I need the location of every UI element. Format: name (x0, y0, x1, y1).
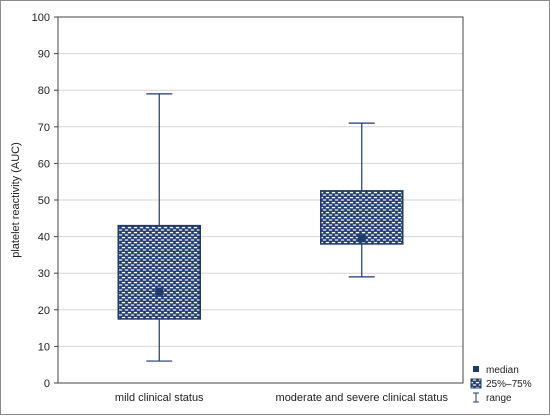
y-tick-label: 20 (38, 305, 50, 317)
legend: median 25%–75% range (470, 365, 532, 404)
y-tick-label: 40 (38, 232, 50, 244)
median-marker (155, 287, 164, 296)
whisker-icon (473, 392, 479, 403)
iqr-box (117, 224, 201, 320)
y-tick-label: 50 (38, 195, 50, 207)
box-1 (117, 93, 201, 362)
box-pattern-icon (470, 378, 482, 389)
y-tick-label: 80 (38, 85, 50, 97)
median-square-icon (473, 366, 479, 372)
legend-item: range (473, 392, 512, 404)
legend-item: median (473, 365, 519, 376)
y-tick-label: 30 (38, 268, 50, 280)
box-2 (320, 122, 404, 278)
legend-item: 25%–75% (470, 378, 532, 390)
x-axis-labels: mild clinical status moderate and severe … (115, 392, 449, 404)
y-tick-label: 10 (38, 341, 50, 353)
y-tick-label: 70 (38, 122, 50, 134)
y-tick-label: 0 (44, 378, 50, 390)
boxes (117, 93, 404, 362)
y-axis-ticks: 0 10 20 30 40 50 60 70 80 90 100 (32, 12, 58, 390)
x-tick-label: mild clinical status (115, 392, 204, 404)
legend-label: range (486, 393, 512, 404)
legend-label: median (486, 365, 519, 376)
x-tick-label: moderate and severe clinical status (276, 392, 449, 404)
y-tick-label: 90 (38, 49, 50, 61)
y-tick-label: 60 (38, 158, 50, 170)
y-axis-label: platelet reactivity (AUC) (10, 142, 22, 258)
legend-label: 25%–75% (486, 379, 532, 390)
y-tick-label: 100 (32, 12, 50, 24)
median-marker (357, 234, 366, 243)
